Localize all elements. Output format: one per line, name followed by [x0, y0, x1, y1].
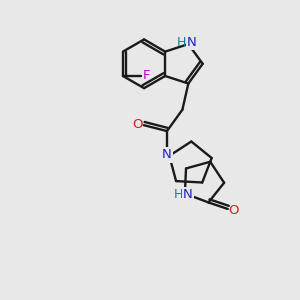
Text: O: O	[133, 118, 143, 131]
Text: N: N	[186, 36, 196, 50]
Text: N: N	[183, 188, 193, 201]
Text: H: H	[174, 188, 183, 201]
Text: F: F	[142, 70, 150, 83]
Text: H: H	[177, 36, 187, 50]
Text: N: N	[162, 148, 172, 161]
Text: O: O	[229, 204, 239, 217]
